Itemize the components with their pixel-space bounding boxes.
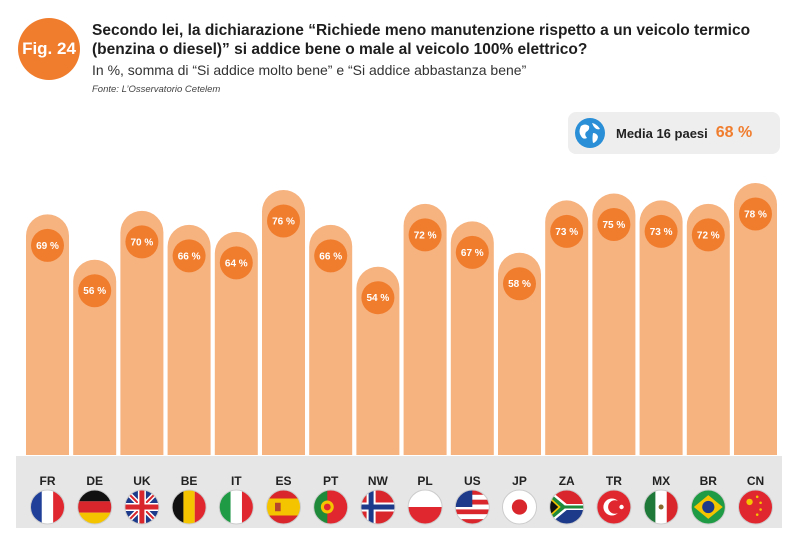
japan-flag-icon (502, 490, 537, 524)
portugal-flag-icon (313, 490, 348, 524)
bar-de (73, 259, 117, 455)
value-label-circle (361, 281, 395, 315)
value-label: 67 % (461, 248, 484, 259)
germany-flag-icon (77, 490, 112, 524)
bar-cn (734, 183, 777, 455)
country-label: DE (86, 474, 103, 488)
value-label: 75 % (603, 220, 626, 231)
spain-flag-icon (266, 490, 301, 524)
value-label-circle (314, 239, 348, 273)
value-label: 54 % (367, 293, 390, 304)
value-label: 73 % (555, 227, 578, 238)
bar-nw (356, 266, 400, 455)
value-label-circle (550, 214, 584, 248)
country-label: TR (606, 474, 622, 488)
poland-flag-icon (408, 490, 443, 524)
value-label-circle (267, 204, 300, 238)
brazil-flag-icon (691, 490, 726, 524)
value-label: 66 % (178, 251, 201, 262)
value-label-circle (739, 197, 772, 231)
value-label: 76 % (272, 216, 295, 227)
value-label-circle (455, 235, 489, 269)
average-value: 68 % (715, 124, 753, 141)
bar-br (686, 203, 730, 455)
figure-badge: Fig. 24 (18, 18, 80, 80)
value-label-circle (219, 246, 253, 280)
value-label: 58 % (508, 279, 531, 290)
value-label: 73 % (650, 227, 673, 238)
chart-subtitle: In %, somma di “Si addice molto bene” e … (92, 62, 527, 78)
china-flag-icon (738, 490, 773, 524)
turkey-flag-icon (596, 490, 631, 524)
value-label: 66 % (319, 251, 342, 262)
value-label: 69 % (36, 241, 59, 252)
average-box: Media 16 paesi 68 % (568, 112, 780, 154)
value-label: 56 % (83, 286, 106, 297)
value-label-circle (691, 218, 725, 252)
country-label: ES (275, 474, 291, 488)
country-label: NW (368, 474, 389, 488)
bar-es (262, 189, 305, 455)
uk-flag-icon (124, 490, 159, 524)
bar-it (214, 231, 258, 455)
country-label: PL (417, 474, 432, 488)
bar-jp (498, 252, 541, 455)
country-label: BR (700, 474, 718, 488)
bar-uk (120, 210, 164, 455)
norway-flag-icon (360, 490, 395, 524)
value-label: 72 % (697, 230, 720, 241)
bar-be (167, 224, 211, 455)
country-label: MX (652, 474, 670, 488)
value-label-circle (125, 225, 159, 259)
country-label: US (464, 474, 481, 488)
value-label: 70 % (131, 237, 154, 248)
chart-source: Fonte: L’Osservatorio Cetelem (92, 84, 221, 95)
average-label: Media 16 paesi (616, 125, 708, 141)
mexico-flag-icon (644, 490, 679, 524)
france-flag-icon (30, 490, 65, 524)
belgium-flag-icon (172, 490, 207, 524)
bar-mx (639, 200, 683, 455)
country-label: IT (231, 474, 242, 488)
value-label-circle (31, 228, 64, 262)
country-label: FR (40, 474, 56, 488)
bar-pl (403, 203, 447, 455)
chart-title: Secondo lei, la dichiarazione “Richiede … (92, 22, 751, 58)
country-label: UK (133, 474, 151, 488)
value-label-circle (644, 214, 678, 248)
country-label: JP (512, 474, 527, 488)
country-label: BE (181, 474, 198, 488)
value-label: 72 % (414, 230, 437, 241)
country-label: CN (747, 474, 764, 488)
value-label-circle (172, 239, 206, 273)
bar-za (545, 200, 589, 455)
country-label: ZA (559, 474, 575, 488)
south-africa-flag-icon (549, 490, 584, 524)
value-label: 64 % (225, 258, 248, 269)
value-label-circle (503, 267, 536, 301)
value-label-circle (597, 207, 631, 241)
value-label-circle (408, 218, 442, 252)
bar-tr (592, 193, 636, 455)
bar-pt (309, 224, 353, 455)
value-label-circle (78, 274, 112, 308)
value-label: 78 % (744, 210, 767, 221)
italy-flag-icon (219, 490, 254, 524)
globe-icon (575, 118, 605, 148)
country-label: PT (323, 474, 339, 488)
bar-fr (26, 214, 69, 455)
bar-us (450, 221, 494, 455)
